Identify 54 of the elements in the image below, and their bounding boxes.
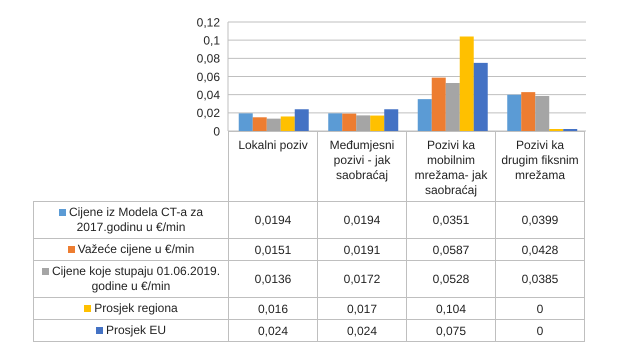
data-label: 0,017 [318,298,406,320]
data-label: 0,075 [406,320,496,342]
data-label: 0,0528 [406,260,496,298]
data-label: 0,024 [228,320,318,342]
bar [474,62,488,131]
legend-label: Prosjek EU [34,320,228,342]
x-tick-label: Lokalni poziv [228,132,318,202]
bar [238,113,253,131]
data-label: 0,0136 [228,260,318,298]
data-label: 0 [496,298,584,320]
data-label: 0,0399 [496,202,584,238]
bar [356,115,370,131]
bar [507,94,522,131]
bar [418,99,432,131]
data-label: 0,0351 [406,202,496,238]
bar [432,78,446,131]
bar [521,92,536,131]
legend-label: Prosjek regiona [34,298,228,320]
y-tick-label: 0,02 [196,106,220,120]
bar [266,118,281,131]
data-label: 0,0587 [406,238,496,260]
data-label: 0,0172 [318,260,406,298]
bar [446,83,460,131]
data-label: 0,0191 [318,238,406,260]
data-label: 0 [496,320,584,342]
bar [328,113,342,131]
y-tick-label: 0 [213,124,220,138]
legend-label: Cijene iz Modela CT-a za 2017.godinu u €/min [34,202,228,238]
y-tick-label: 0,1 [203,33,220,48]
bar [384,109,398,131]
data-label: 0,0428 [496,238,584,260]
y-tick-label: 0,12 [196,15,220,30]
x-tick-label: Pozivi ka drugim fiksnim mrežama [496,132,584,202]
bar [342,114,356,131]
y-tick-label: 0,06 [196,70,220,84]
data-label: 0,024 [318,320,406,342]
x-tick-label: Pozivi ka mobilnim mrežama- jak saobraćaj [406,132,496,202]
bar [535,96,550,131]
legend-label: Važeće cijene u €/min [34,238,228,260]
data-label: 0,0194 [318,202,406,238]
data-label: 0,104 [406,298,496,320]
bar [280,116,295,131]
y-tick-label: 0,04 [196,88,220,102]
bar [294,109,309,131]
bar [252,117,267,131]
data-label: 0,0194 [228,202,318,238]
data-label: 0,0151 [228,238,318,260]
data-label: 0,016 [228,298,318,320]
y-tick-label: 0,08 [196,52,220,66]
x-tick-label: Međumjesni pozivi - jak saobraćaj [318,132,406,202]
bar [460,36,474,131]
data-label: 0,0385 [496,260,584,298]
bar [370,116,384,131]
legend-label: Cijene koje stupaju 01.06.2019. godine u €/min [34,260,228,298]
